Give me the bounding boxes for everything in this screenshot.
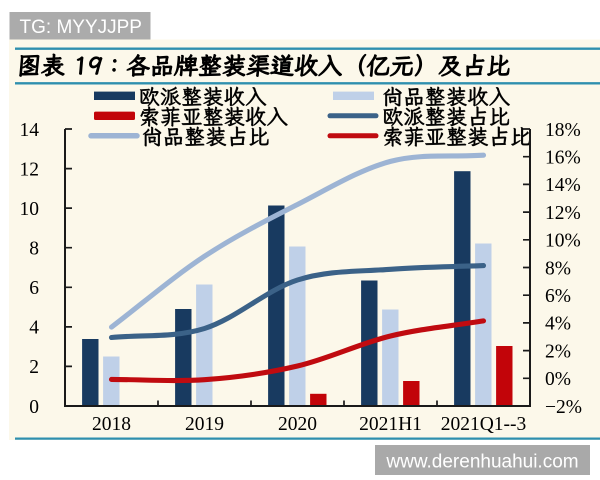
svg-text:www.derenhuahui.com: www.derenhuahui.com [385, 452, 578, 473]
svg-text:2018: 2018 [92, 414, 131, 435]
svg-text:2021H1: 2021H1 [359, 414, 422, 435]
svg-text:6%: 6% [545, 286, 571, 307]
svg-text:10: 10 [20, 199, 40, 220]
svg-text:4: 4 [29, 318, 39, 339]
svg-text:12: 12 [20, 159, 40, 180]
svg-text:8%: 8% [545, 258, 571, 279]
svg-text:2020: 2020 [278, 414, 317, 435]
svg-text:0: 0 [29, 397, 39, 418]
svg-text:0%: 0% [545, 369, 571, 390]
svg-text:TG: MYYJJPP: TG: MYYJJPP [20, 17, 142, 38]
svg-text:10%: 10% [545, 231, 581, 252]
svg-text:16%: 16% [545, 148, 581, 169]
svg-text:2: 2 [29, 357, 39, 378]
svg-text:4%: 4% [545, 314, 571, 335]
svg-text:2021Q1--3: 2021Q1--3 [441, 414, 527, 435]
svg-text:2019: 2019 [185, 414, 224, 435]
svg-text:18%: 18% [545, 120, 581, 141]
svg-text:12%: 12% [545, 203, 581, 224]
svg-text:6: 6 [29, 278, 39, 299]
svg-text:14: 14 [20, 120, 40, 141]
svg-text:2%: 2% [545, 341, 571, 362]
svg-text:−2%: −2% [545, 397, 582, 418]
svg-text:8: 8 [29, 239, 39, 260]
svg-text:14%: 14% [545, 175, 581, 196]
